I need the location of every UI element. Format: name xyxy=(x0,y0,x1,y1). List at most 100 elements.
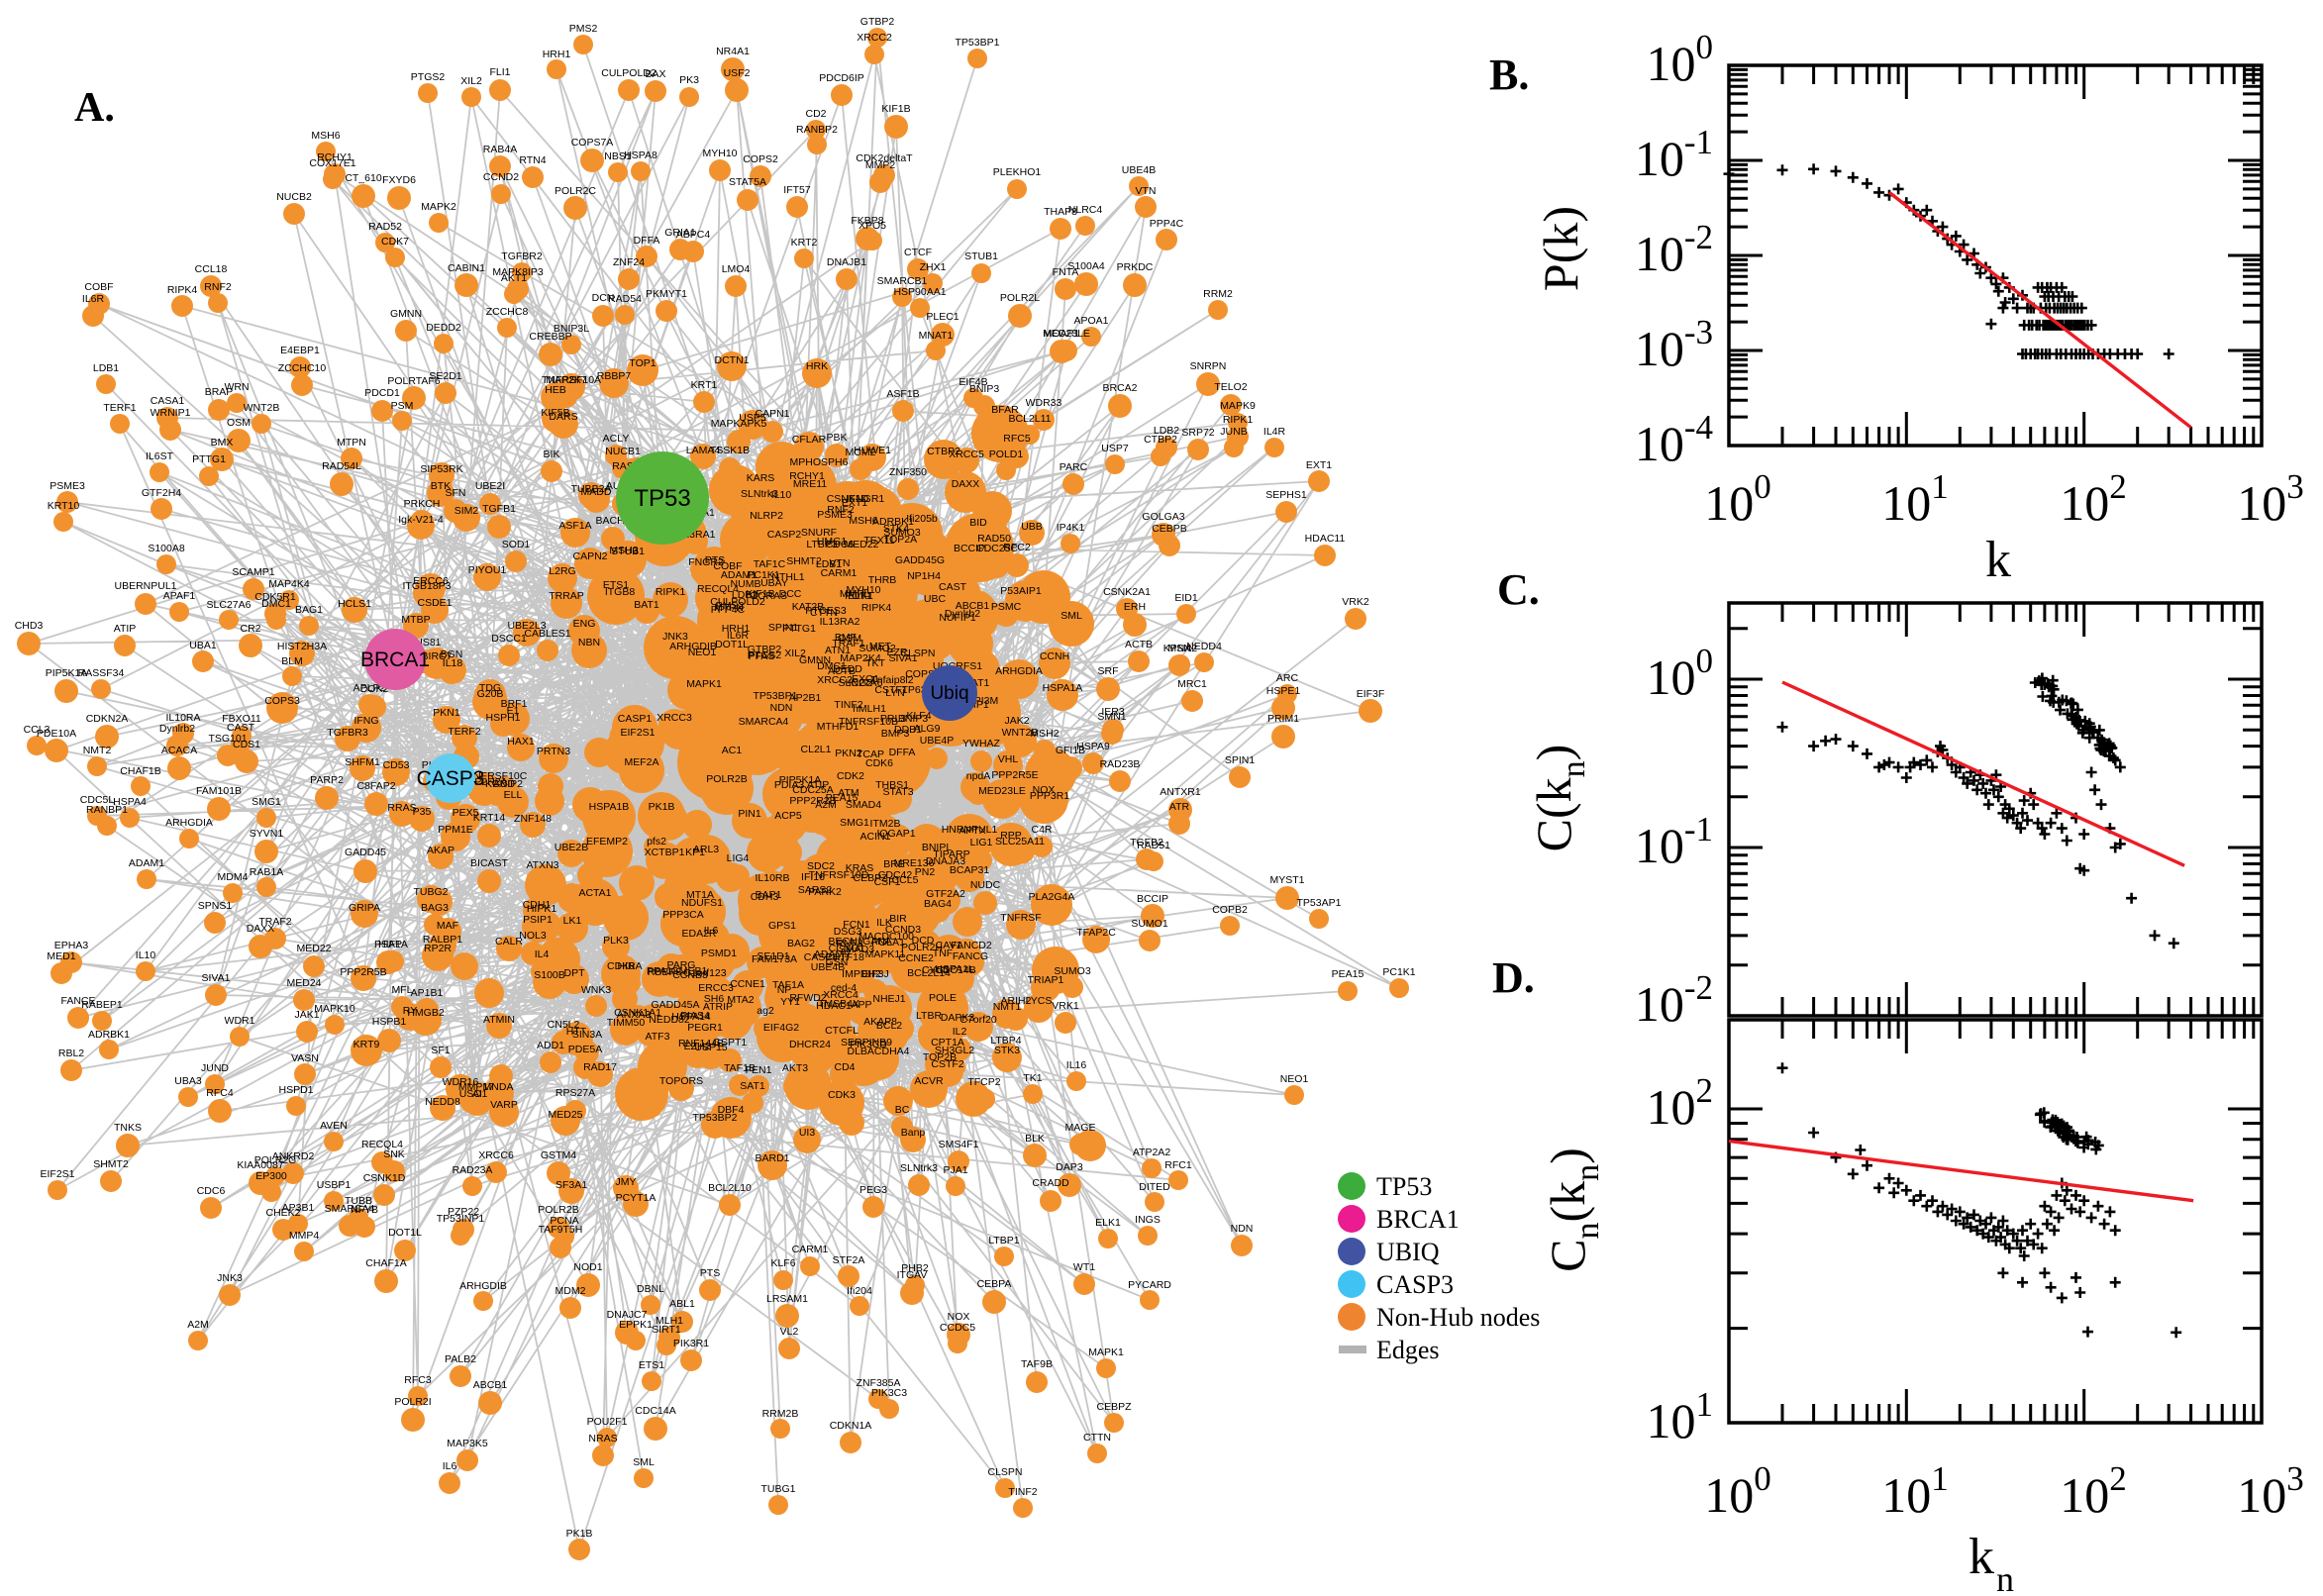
svg-text:CLSPN: CLSPN xyxy=(900,648,935,659)
svg-text:PSIP1: PSIP1 xyxy=(523,914,553,926)
svg-text:S100A8: S100A8 xyxy=(148,543,185,554)
svg-text:EIF2S1: EIF2S1 xyxy=(620,727,655,739)
svg-text:PIN1: PIN1 xyxy=(738,808,761,820)
svg-text:SIM2: SIM2 xyxy=(454,505,479,517)
svg-text:DSG3: DSG3 xyxy=(834,926,862,938)
svg-text:HUWE1: HUWE1 xyxy=(854,445,891,456)
svg-text:XPO5: XPO5 xyxy=(858,220,886,232)
svg-text:SUMO3: SUMO3 xyxy=(1054,965,1091,977)
svg-text:UBIQ: UBIQ xyxy=(1376,1238,1440,1266)
svg-text:ENG: ENG xyxy=(573,618,596,630)
svg-text:CEBPZ: CEBPZ xyxy=(1096,1401,1132,1413)
svg-text:CCND2: CCND2 xyxy=(483,171,519,183)
svg-text:MOAP1: MOAP1 xyxy=(1044,328,1080,340)
svg-text:VL2: VL2 xyxy=(780,1326,799,1338)
svg-text:UI3: UI3 xyxy=(799,1127,816,1139)
svg-text:RRM2B: RRM2B xyxy=(762,1408,799,1420)
svg-text:KIF1B: KIF1B xyxy=(746,588,774,600)
svg-text:ZNF385A: ZNF385A xyxy=(857,1377,901,1389)
svg-text:DEDD: DEDD xyxy=(833,663,862,675)
svg-text:RECQL4: RECQL4 xyxy=(697,583,739,595)
svg-text:MAPK9: MAPK9 xyxy=(1220,400,1256,412)
svg-text:ATP2A2: ATP2A2 xyxy=(1133,1147,1170,1158)
svg-text:TUBB: TUBB xyxy=(345,1195,372,1207)
svg-text:SFN: SFN xyxy=(446,487,466,499)
svg-text:UBE2I: UBE2I xyxy=(475,480,505,492)
svg-text:NUMB: NUMB xyxy=(731,578,761,590)
svg-text:MSN: MSN xyxy=(1167,643,1190,654)
svg-text:APOA1: APOA1 xyxy=(1073,315,1108,327)
svg-text:SHMT2: SHMT2 xyxy=(93,1158,129,1170)
svg-text:NHEJ1: NHEJ1 xyxy=(872,993,905,1005)
svg-text:ING2: ING2 xyxy=(849,677,873,689)
svg-text:RABEP1: RABEP1 xyxy=(81,999,123,1011)
svg-text:IFT57: IFT57 xyxy=(783,184,811,196)
svg-text:HSP90AA1: HSP90AA1 xyxy=(893,286,946,298)
svg-text:CULPOLD2: CULPOLD2 xyxy=(710,596,765,608)
svg-text:SMG1: SMG1 xyxy=(252,796,281,808)
svg-text:RCHY1: RCHY1 xyxy=(317,151,353,163)
svg-text:CDC14B: CDC14B xyxy=(935,964,975,976)
svg-text:LIG4: LIG4 xyxy=(727,852,750,864)
svg-text:ZCCHC10: ZCCHC10 xyxy=(278,362,327,374)
svg-text:PSMD1: PSMD1 xyxy=(701,948,737,959)
svg-text:PEA15: PEA15 xyxy=(826,792,858,804)
svg-text:RAD23B: RAD23B xyxy=(1100,758,1141,770)
svg-text:PSME3: PSME3 xyxy=(50,480,85,492)
svg-text:RAD54L: RAD54L xyxy=(322,460,361,472)
svg-text:PPP2R5E: PPP2R5E xyxy=(991,769,1038,781)
svg-text:NR4A1: NR4A1 xyxy=(716,46,750,57)
svg-text:COBF: COBF xyxy=(713,560,742,572)
svg-text:CDK6: CDK6 xyxy=(865,757,893,769)
svg-text:PARP2: PARP2 xyxy=(310,774,344,786)
svg-text:THBS1: THBS1 xyxy=(875,779,909,791)
svg-text:IL6: IL6 xyxy=(443,1460,457,1472)
svg-text:PDCD6IP: PDCD6IP xyxy=(819,72,864,84)
svg-text:NFYB: NFYB xyxy=(351,1204,378,1216)
svg-text:P35: P35 xyxy=(413,806,432,818)
svg-text:ARC: ARC xyxy=(1276,672,1299,684)
svg-text:AKT1: AKT1 xyxy=(501,272,527,284)
svg-text:FANCG: FANCG xyxy=(953,950,988,962)
svg-text:DBF4: DBF4 xyxy=(718,1104,745,1116)
svg-text:STUB1: STUB1 xyxy=(611,546,645,557)
svg-text:RNF2: RNF2 xyxy=(827,504,855,516)
svg-text:HSPD1: HSPD1 xyxy=(278,1084,313,1096)
svg-text:BC: BC xyxy=(895,1104,910,1116)
svg-text:SNRPN: SNRPN xyxy=(1190,360,1227,372)
svg-text:SCAMP1: SCAMP1 xyxy=(232,566,274,578)
svg-text:RFC4: RFC4 xyxy=(206,1087,234,1099)
svg-text:ACVR: ACVR xyxy=(914,1075,944,1087)
svg-text:MAGE: MAGE xyxy=(1065,1122,1096,1134)
svg-text:MYST1: MYST1 xyxy=(1269,874,1304,886)
svg-text:MLH1: MLH1 xyxy=(656,1315,683,1327)
svg-text:GRIA1: GRIA1 xyxy=(664,227,696,239)
svg-text:CABIN1: CABIN1 xyxy=(448,262,485,274)
svg-text:CREBBP: CREBBP xyxy=(529,331,571,343)
svg-text:CCDC5: CCDC5 xyxy=(940,1322,975,1334)
svg-text:PC1K1: PC1K1 xyxy=(1382,966,1415,978)
svg-text:GRIPA: GRIPA xyxy=(349,902,380,914)
svg-text:COPS7A: COPS7A xyxy=(571,137,614,149)
svg-text:SHFM1: SHFM1 xyxy=(345,756,380,768)
svg-text:PPP4C: PPP4C xyxy=(711,604,746,616)
svg-text:YWHAZ: YWHAZ xyxy=(962,738,1001,749)
svg-text:PIK3CD: PIK3CD xyxy=(850,1039,887,1050)
svg-text:LRSAM1: LRSAM1 xyxy=(766,1293,808,1305)
svg-text:DCN: DCN xyxy=(592,292,615,304)
svg-text:RANBP1: RANBP1 xyxy=(86,804,128,816)
svg-text:ZNF350: ZNF350 xyxy=(889,466,927,478)
svg-text:EFEMP2: EFEMP2 xyxy=(586,836,628,848)
svg-text:Ubiq: Ubiq xyxy=(930,683,968,704)
svg-text:ELK1: ELK1 xyxy=(1095,1217,1121,1229)
svg-text:EZH2: EZH2 xyxy=(684,1041,711,1052)
svg-text:DCC: DCC xyxy=(779,588,802,600)
svg-text:TP53BP2: TP53BP2 xyxy=(693,1112,738,1124)
svg-text:CTTN: CTTN xyxy=(810,607,838,619)
svg-text:IL4: IL4 xyxy=(535,948,550,960)
svg-text:BECN1: BECN1 xyxy=(828,936,862,948)
svg-text:SUMO2: SUMO2 xyxy=(858,643,896,654)
svg-text:TOP2A: TOP2A xyxy=(883,534,917,546)
svg-text:PTGES3: PTGES3 xyxy=(805,605,847,617)
svg-text:CHAF1A: CHAF1A xyxy=(365,1257,406,1269)
